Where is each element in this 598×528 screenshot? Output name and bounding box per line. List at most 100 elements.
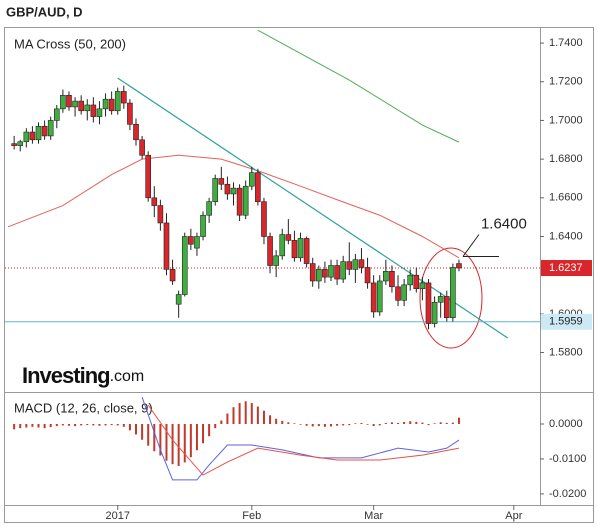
y-tick-label: 1.5800 [549, 346, 583, 358]
histogram-bar [354, 423, 357, 425]
highlight-ellipse [419, 247, 483, 349]
candle-body [273, 255, 279, 266]
histogram-bar [116, 424, 119, 426]
candle-body [328, 265, 334, 278]
candle-body [255, 172, 261, 202]
histogram-bar [25, 424, 28, 428]
histogram-bar [92, 424, 95, 426]
histogram-bar [360, 422, 363, 425]
y-tick-label: 1.6600 [549, 192, 583, 204]
x-tick-label: Feb [242, 510, 261, 522]
histogram-bar [128, 424, 131, 431]
histogram-bar [74, 424, 77, 427]
histogram-bar [445, 422, 448, 425]
x-tick-label: Apr [505, 510, 522, 522]
annotation-pointer [462, 234, 480, 257]
histogram-bar [98, 424, 101, 426]
line [147, 404, 460, 476]
candle-body [96, 108, 103, 117]
histogram-bar [80, 424, 83, 426]
histogram-bar [403, 421, 406, 425]
candle-body [218, 178, 225, 185]
histogram-bar [433, 423, 436, 425]
candle-body [364, 267, 371, 284]
histogram-bar [281, 420, 284, 425]
histogram-bar [177, 424, 180, 466]
candle-body [133, 124, 139, 141]
candle-body [127, 102, 133, 125]
candle-body [443, 296, 450, 319]
histogram-bar [61, 424, 64, 426]
candle-body [236, 187, 243, 216]
y-tick-label: 1.6800 [549, 153, 583, 165]
candle-body [346, 261, 353, 270]
candle-body [303, 238, 310, 264]
annotation-label: 1.6400 [481, 215, 527, 232]
histogram-bar [110, 424, 113, 426]
histogram-bar [86, 424, 89, 426]
panel-title: MA Cross (50, 200) [14, 36, 126, 51]
candle-body [352, 259, 359, 270]
panel-title: MACD (12, 26, close, 9) [14, 400, 153, 415]
candle-body [322, 269, 328, 278]
candle-body [78, 100, 84, 112]
candle-body [157, 205, 164, 224]
histogram-bar [31, 424, 34, 427]
histogram-bar [384, 422, 387, 425]
candle-body [121, 91, 127, 104]
histogram-bar [153, 424, 156, 452]
histogram-bar [67, 424, 70, 426]
histogram-bar [232, 407, 235, 425]
histogram-bar [122, 424, 125, 427]
histogram-bar [299, 424, 302, 425]
candle-body [261, 201, 267, 237]
histogram-bar [165, 424, 168, 461]
candle-body [53, 108, 60, 121]
candle-body [376, 280, 383, 313]
candle-body [407, 274, 414, 286]
candle-body [206, 201, 212, 216]
candle-body [285, 234, 292, 241]
histogram-bar [135, 424, 138, 435]
histogram-bar [189, 424, 192, 458]
candle-body [230, 187, 237, 195]
candle-body [291, 240, 298, 259]
candle-body [450, 267, 456, 319]
candle-body [29, 131, 36, 141]
histogram-bar [159, 424, 162, 456]
price-label: 1.6237 [549, 262, 583, 274]
histogram-bar [457, 417, 460, 425]
histogram-bar [214, 424, 217, 429]
histogram-bar [366, 424, 369, 425]
candle-body [35, 125, 42, 141]
histogram-bar [256, 406, 259, 425]
candle-body [139, 139, 145, 156]
candle-body [383, 271, 389, 282]
candle-body [437, 296, 444, 303]
candle-body [163, 222, 170, 270]
brand-suffix: .com [110, 368, 145, 385]
histogram-bar [342, 424, 345, 426]
histogram-bar [43, 424, 46, 429]
chart-title: GBP/AUD, D [6, 4, 83, 19]
histogram-bar [439, 422, 442, 425]
line [257, 29, 460, 143]
histogram-bar [171, 424, 174, 465]
candle-body [316, 269, 322, 282]
histogram-bar [226, 413, 229, 425]
candle-body [102, 98, 109, 110]
histogram-bar [195, 424, 198, 451]
candle-body [267, 236, 273, 266]
histogram-bar [55, 424, 58, 427]
candle-body [340, 261, 346, 280]
histogram-bar [262, 410, 265, 425]
histogram-bar [141, 424, 144, 440]
y-tick-label: 1.7400 [549, 37, 583, 49]
candle-body [358, 259, 365, 268]
histogram-bar [323, 424, 326, 427]
candle-body [23, 131, 30, 143]
candle-body [395, 286, 401, 301]
candle-body [17, 141, 24, 146]
candle-body [181, 236, 188, 295]
